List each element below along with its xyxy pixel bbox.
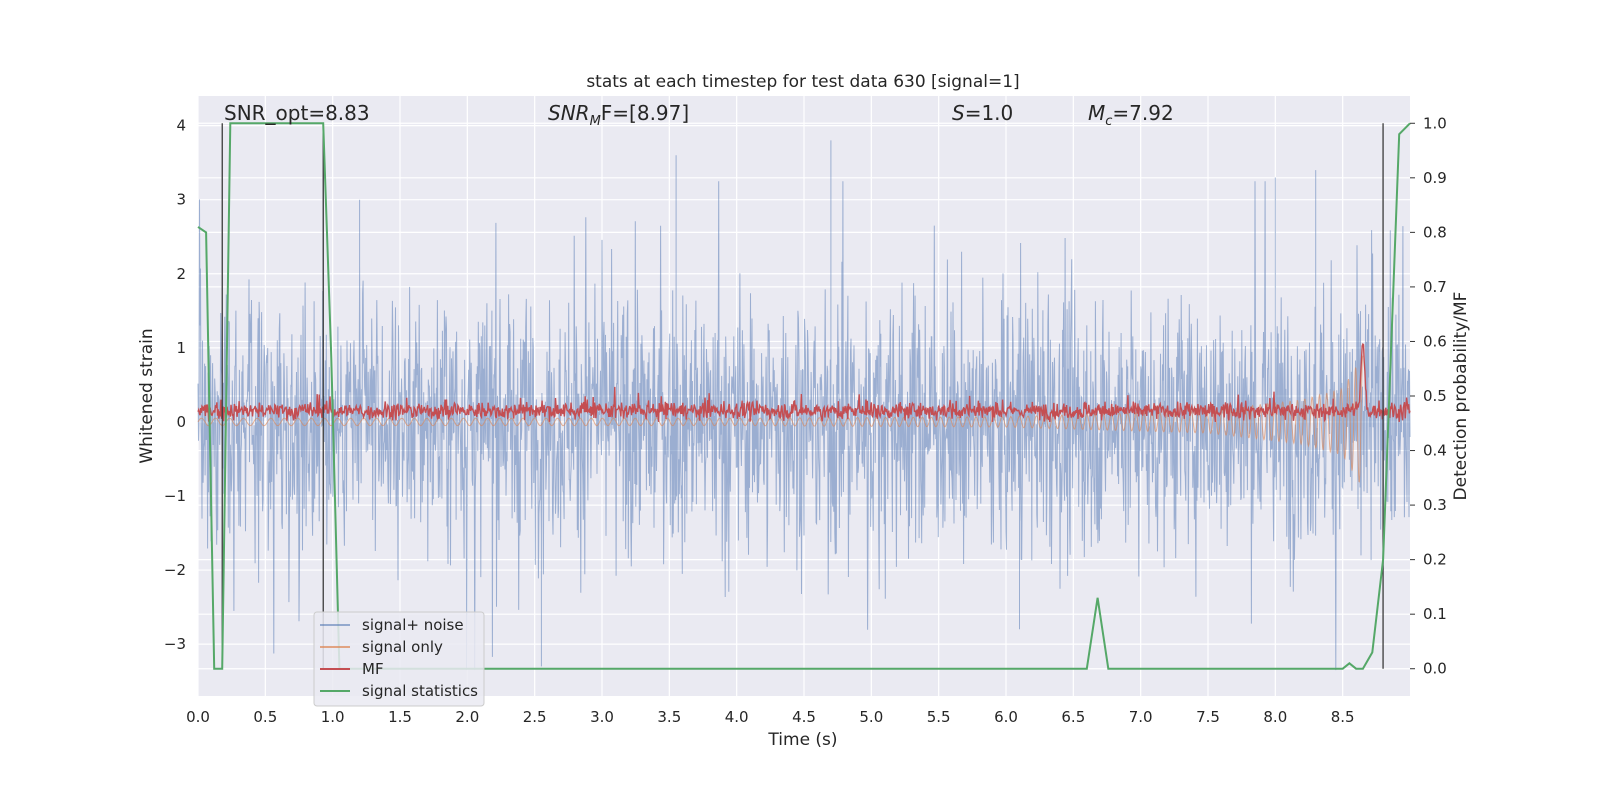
signal-statistics-series <box>197 122 1411 670</box>
x-tick-label: 5.5 <box>927 708 951 726</box>
x-tick-label: 6.0 <box>994 708 1018 726</box>
x-tick-label: 4.0 <box>725 708 749 726</box>
snr-mf-rest: F=[8.97] <box>601 101 689 125</box>
y-right-tick-label: 0.6 <box>1423 332 1447 350</box>
mc-rest: =7.92 <box>1112 101 1173 125</box>
x-tick-label: 7.5 <box>1196 708 1220 726</box>
signal-statistics-line <box>197 122 1411 670</box>
annotation-snr-opt: SNR_opt=8.83 <box>224 101 370 125</box>
mc-var: M <box>1088 101 1105 125</box>
y-left-axis-label: Whitened strain <box>137 328 157 463</box>
x-tick-label: 2.5 <box>523 708 547 726</box>
y-right-axis-label: Detection probability/MF <box>1451 292 1471 501</box>
annotation-mc: Mc=7.92 <box>1088 101 1174 129</box>
y-right-tick-label: 0.7 <box>1423 278 1447 296</box>
x-tick-label: 2.0 <box>455 708 479 726</box>
y-right-tick-label: 0.0 <box>1423 660 1447 678</box>
y-right-tick-label: 0.8 <box>1423 223 1447 241</box>
x-tick-label: 8.0 <box>1263 708 1287 726</box>
y-left-tick-label: −1 <box>164 487 186 505</box>
x-tick-label: 8.5 <box>1331 708 1355 726</box>
x-axis-label: Time (s) <box>767 730 837 750</box>
legend-label-signal-statistics: signal statistics <box>362 682 478 700</box>
x-tick-label: 3.5 <box>657 708 681 726</box>
mf-series <box>197 342 1411 423</box>
y-right-tick-label: 0.3 <box>1423 496 1447 514</box>
vertical-markers <box>221 123 1384 669</box>
x-tick-label: 0.0 <box>186 708 210 726</box>
y-left-tick-label: 0 <box>176 413 186 431</box>
s-var: S <box>952 101 965 125</box>
x-tick-labels: 0.0 0.5 1.0 1.5 2.0 2.5 3.0 3.5 4.0 4.5 5.0 5.5 6.0 6… <box>186 708 1355 726</box>
legend-label-mf: MF <box>362 660 384 678</box>
y-left-tick-label: 4 <box>176 117 186 135</box>
mf-line <box>197 342 1411 423</box>
y-left-tick-labels: −3 −2 −1 0 1 2 3 4 <box>164 117 186 654</box>
annotation-s: S=1.0 <box>952 101 1013 125</box>
x-tick-label: 5.0 <box>859 708 883 726</box>
s-rest: =1.0 <box>965 101 1014 125</box>
chart-title: stats at each timestep for test data 630… <box>586 72 1019 92</box>
y-right-tick-label: 0.9 <box>1423 169 1447 187</box>
legend: signal+ noise signal only MF signal stat… <box>313 611 485 707</box>
snr-mf-base: SNR <box>548 101 590 125</box>
snr-mf-sub: M <box>590 114 601 129</box>
mc-sub: c <box>1105 114 1112 129</box>
x-tick-label: 1.0 <box>321 708 345 726</box>
x-tick-label: 6.5 <box>1061 708 1085 726</box>
x-tick-label: 3.0 <box>590 708 614 726</box>
y-right-tick-label: 0.1 <box>1423 605 1447 623</box>
x-tick-label: 4.5 <box>792 708 816 726</box>
x-tick-label: 0.5 <box>253 708 277 726</box>
y-left-tick-label: −2 <box>164 561 186 579</box>
y-right-tick-label: 0.2 <box>1423 551 1447 569</box>
y-right-tick-label: 0.5 <box>1423 387 1447 405</box>
legend-label-signal-only: signal only <box>362 638 443 656</box>
x-tick-label: 1.5 <box>388 708 412 726</box>
y-right-tick-label: 1.0 <box>1423 114 1447 132</box>
legend-label-signal-noise: signal+ noise <box>362 616 464 634</box>
y-right-tick-labels: 0.0 0.1 0.2 0.3 0.4 0.5 0.6 0.7 0.8 0.9 1.0 <box>1410 114 1447 678</box>
legend-box <box>313 611 485 707</box>
annotation-snr-mf: SNRMF=[8.97] <box>548 101 689 129</box>
y-left-tick-label: 2 <box>176 265 186 283</box>
y-left-tick-label: 1 <box>176 339 186 357</box>
x-tick-label: 7.0 <box>1129 708 1153 726</box>
y-right-tick-label: 0.4 <box>1423 442 1447 460</box>
y-left-tick-label: −3 <box>164 635 186 653</box>
y-left-tick-label: 3 <box>176 191 186 209</box>
